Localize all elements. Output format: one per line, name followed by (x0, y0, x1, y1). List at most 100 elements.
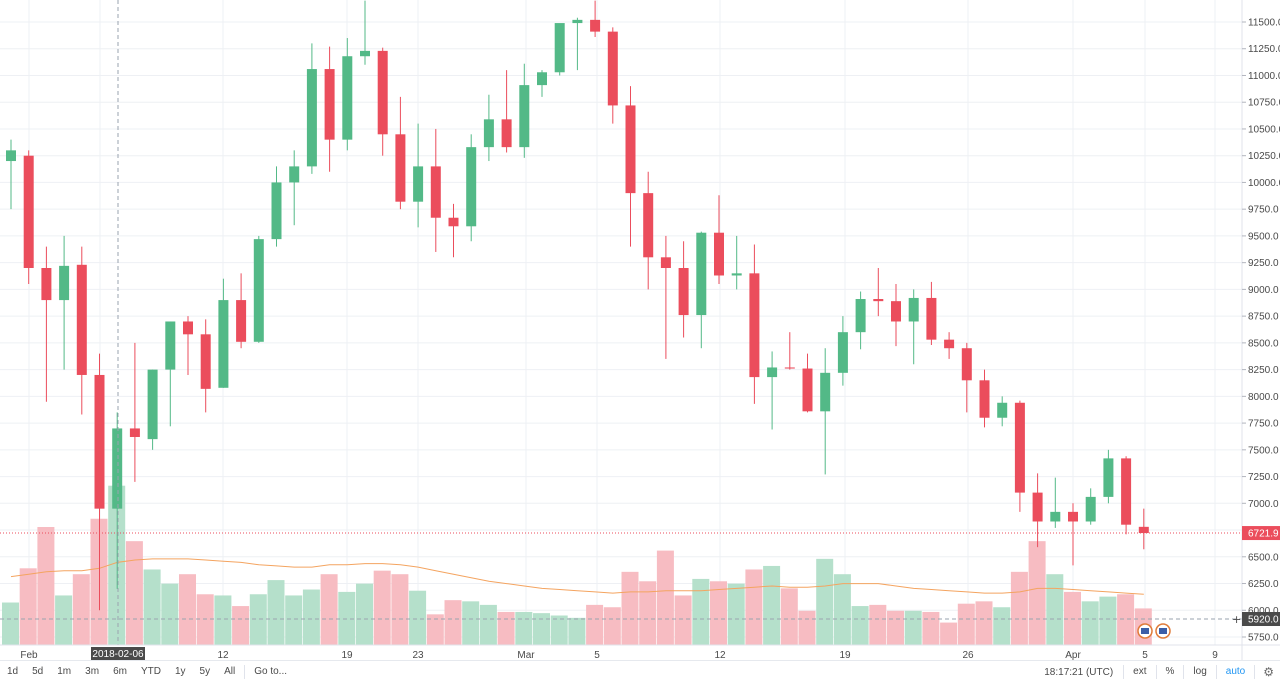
price-tick-label: 9250.0 (1248, 258, 1279, 269)
candle-body (961, 348, 972, 381)
volume-bar (37, 527, 55, 645)
event-flag-icon[interactable] (1137, 623, 1153, 639)
clock-readout: 18:17:21 (UTC) (1044, 666, 1114, 678)
toolbar-divider (1183, 665, 1185, 679)
candle-body (76, 264, 87, 375)
candle-body (1103, 458, 1114, 497)
candle-body (784, 367, 795, 369)
candles (6, 0, 1149, 611)
settings-gear-icon[interactable]: ⚙ (1263, 665, 1274, 679)
volume-series (2, 485, 1152, 645)
candle-body (731, 273, 742, 276)
volume-bar (391, 574, 409, 645)
price-tick-label: 8000.0 (1248, 392, 1279, 403)
candle-body (59, 265, 70, 301)
candle-body (891, 301, 901, 322)
range-1d-button[interactable]: 1d (7, 666, 19, 677)
volume-bar (161, 583, 179, 645)
range-6m-button[interactable]: 6m (113, 666, 127, 677)
crosshair-price-value: 5920.0 (1248, 615, 1279, 626)
candle-body (165, 321, 176, 370)
candle-body (360, 50, 370, 57)
price-tick-label: 10750.0 (1248, 98, 1280, 109)
volume-bar (232, 606, 250, 645)
candle-body (430, 166, 441, 218)
volume-bar (639, 581, 657, 645)
volume-bar (975, 601, 993, 645)
flag-shape (1141, 628, 1149, 634)
volume-bar (249, 594, 267, 645)
volume-bar (603, 607, 621, 645)
candle-body (714, 232, 724, 276)
crosshair-date-bg (91, 647, 145, 660)
candle-body (501, 119, 512, 148)
time-axis-label: 19 (341, 650, 353, 660)
time-axis-label: 9 (1212, 650, 1218, 660)
volume-bar (798, 610, 816, 645)
candle-body (572, 19, 583, 24)
volume-bar (887, 610, 904, 645)
volume-bar (19, 568, 37, 645)
toolbar-divider (1155, 665, 1157, 679)
time-axis-label: 12 (714, 650, 726, 660)
time-axis-label: Feb (20, 650, 38, 660)
crosshair-price-tag: 5920.0 (1242, 612, 1280, 626)
candle-body (41, 268, 52, 301)
volume-bar (55, 595, 73, 645)
volume-bar (196, 594, 214, 645)
goto-date-button[interactable]: Go to... (254, 666, 288, 677)
extended-hours-toggle[interactable]: ext (1133, 666, 1147, 677)
auto-scale-toggle[interactable]: auto (1225, 666, 1246, 677)
add-alert-plus-icon[interactable]: + (1232, 613, 1241, 626)
candle-body (395, 134, 406, 202)
log-scale-toggle[interactable]: log (1193, 666, 1207, 677)
volume-bar (568, 617, 586, 645)
range-all-button[interactable]: All (224, 666, 236, 677)
volume-bar (515, 611, 533, 645)
volume-bar (692, 578, 710, 645)
volume-bar (833, 574, 851, 645)
range-1y-button[interactable]: 1y (174, 666, 186, 677)
volume-bar (143, 569, 161, 645)
candle-body (767, 367, 778, 378)
candle-body (253, 239, 264, 342)
volume-bar (179, 574, 196, 645)
volume-bar (533, 613, 550, 645)
volume-bar (922, 611, 940, 645)
time-axis-label: Mar (517, 650, 535, 660)
candle-body (466, 147, 477, 227)
volume-bar (373, 570, 391, 645)
price-tick-label: 11250.0 (1248, 44, 1280, 55)
event-flag-icon[interactable] (1155, 623, 1171, 639)
price-tick-label: 9500.0 (1248, 231, 1279, 242)
candle-body (183, 321, 193, 335)
candlestick-chart[interactable]: 11500.0 11250.0 11000.0 10750.0 10500.0 10250… (0, 0, 1280, 660)
candle-body (802, 368, 813, 412)
time-axis-label: 5 (1142, 650, 1148, 660)
volume-bar (1046, 574, 1064, 645)
time-axis-label: 12 (217, 650, 229, 660)
price-tick-label: 6250.0 (1248, 579, 1279, 590)
last-price-tag-bg (1242, 526, 1280, 541)
candle-body (855, 299, 866, 333)
toolbar-divider (244, 665, 246, 679)
candle-body (289, 166, 300, 183)
range-3m-button[interactable]: 3m (85, 666, 100, 677)
volume-bar (763, 565, 781, 645)
crosshair-date-value: 2018-02-06 (92, 649, 144, 660)
price-tick-label: 11500.0 (1248, 18, 1280, 29)
volume-bar (409, 590, 427, 645)
range-5y-button[interactable]: 5y (199, 666, 211, 677)
range-5d-button[interactable]: 5d (32, 666, 44, 677)
crosshair-date-tag: 2018-02-06 (91, 647, 145, 660)
candle-body (537, 72, 547, 86)
range-1m-button[interactable]: 1m (57, 666, 72, 677)
time-axis-label: 5 (594, 650, 600, 660)
range-ytd-button[interactable]: YTD (140, 666, 161, 677)
price-tick-label: 7500.0 (1248, 445, 1279, 456)
candle-body (200, 334, 211, 389)
percent-scale-toggle[interactable]: % (1165, 666, 1175, 677)
candle-body (306, 69, 317, 167)
candle-body (908, 297, 919, 322)
